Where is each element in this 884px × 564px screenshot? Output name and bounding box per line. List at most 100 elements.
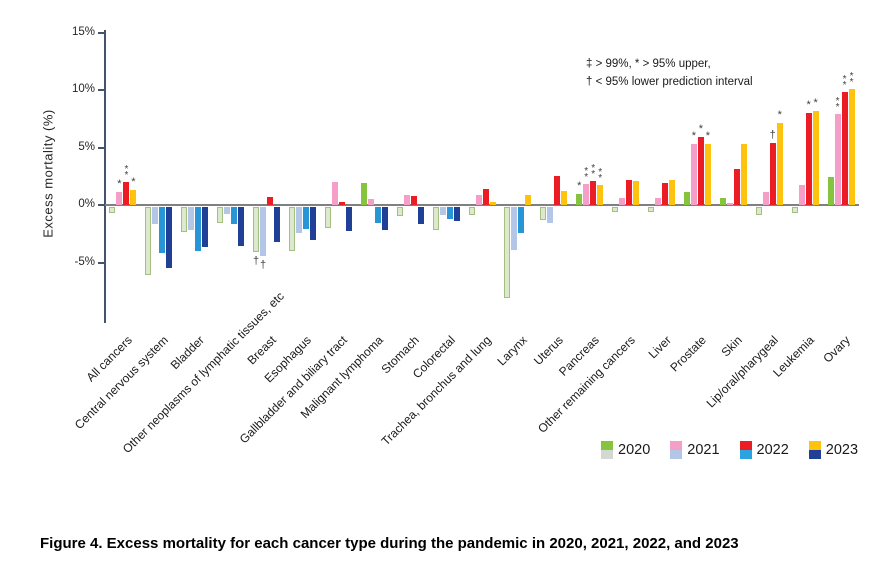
bar-2021-skin [726, 202, 733, 205]
bar-2020-trachea-bronchus-and-lung [468, 207, 475, 216]
significance-marker: * * [584, 166, 589, 184]
significance-marker: * [131, 176, 136, 189]
bar-2020-leukemia [791, 207, 798, 213]
significance-annotation-line2: † < 95% lower prediction interval [586, 75, 753, 88]
y-tick-mark [98, 261, 104, 264]
chart-legend: 2020 2021 2022 2023 [601, 441, 858, 459]
significance-marker: * * [835, 96, 840, 114]
bar-2023-lip-oral-pharygeal [776, 123, 783, 205]
bar-2021-uterus [547, 207, 554, 224]
bar-2023-central-nervous-system [166, 207, 173, 268]
significance-marker: * [705, 130, 711, 143]
legend-item-2020: 2020 [601, 441, 650, 459]
bar-2020-colorectal [432, 207, 439, 230]
bar-2021-lip-oral-pharygeal [762, 192, 769, 205]
significance-annotation: ‡ > 99%, * > 95% upper, † < 95% lower pr… [586, 56, 753, 92]
bar-2022-skin [733, 169, 740, 205]
bar-2023-esophagus [309, 207, 316, 241]
significance-marker: * [691, 130, 697, 143]
significance-marker: * [806, 99, 811, 111]
bar-2023-skin [740, 144, 747, 205]
significance-marker: * [577, 179, 582, 192]
bar-2022-malignant-lymphoma [374, 207, 381, 224]
legend-label: 2021 [687, 442, 720, 458]
bar-2023-other-remaining-cancers [633, 180, 640, 205]
bar-2022-other-remaining-cancers [626, 179, 633, 205]
legend-label: 2022 [756, 442, 789, 458]
bar-2021-trachea-bronchus-and-lung [475, 194, 482, 205]
bar-2020-stomach [396, 207, 403, 217]
bar-2021-larynx [511, 207, 518, 250]
bar-2022-trachea-bronchus-and-lung [482, 188, 489, 205]
bar-2022-uterus [554, 176, 561, 205]
bar-2020-other-remaining-cancers [612, 207, 619, 212]
bar-2021-bladder [188, 207, 195, 230]
bar-2022-breast [267, 196, 274, 205]
bar-2020-liver [648, 207, 655, 212]
bar-2020-prostate [683, 192, 690, 205]
legend-label: 2020 [618, 442, 651, 458]
bar-2020-uterus [540, 207, 547, 220]
bar-2021-central-nervous-system [152, 207, 159, 225]
bar-2023-malignant-lymphoma [381, 207, 388, 230]
bar-2022-larynx [518, 207, 525, 234]
significance-marker: * * [124, 164, 129, 181]
bar-2023-all-cancers [130, 190, 137, 205]
bar-2023-larynx [525, 194, 532, 205]
bar-2022-bladder [195, 207, 202, 251]
bar-2022-ovary [841, 92, 848, 205]
bar-2023-liver [669, 179, 676, 205]
bar-2022-leukemia [805, 113, 812, 205]
significance-marker: † [253, 254, 260, 267]
bar-2022-prostate [697, 137, 704, 205]
bar-2022-other-neoplasms-of-lymphatic-tissues-etc [231, 207, 238, 225]
legend-swatch [670, 441, 683, 459]
significance-marker: * * [842, 74, 847, 92]
bar-2021-stomach [403, 194, 410, 205]
bar-2022-pancreas [590, 180, 597, 205]
bar-2022-gallbladder-and-biliary-tract [338, 201, 345, 205]
significance-marker: † [769, 128, 776, 141]
legend-swatch [739, 441, 752, 459]
bar-2023-prostate [704, 144, 711, 205]
bar-2020-malignant-lymphoma [360, 183, 367, 205]
y-tick-label: 15% [71, 25, 95, 38]
figure-caption: Figure 4. Excess mortality for each canc… [40, 535, 739, 552]
y-tick-mark [98, 146, 104, 149]
legend-label: 2023 [825, 442, 859, 458]
bar-2020-pancreas [576, 193, 583, 205]
y-tick-mark [98, 204, 104, 206]
legend-swatch [601, 441, 613, 459]
bar-2023-pancreas [597, 185, 604, 205]
bar-2020-breast [253, 207, 260, 252]
bar-2020-lip-oral-pharygeal [755, 207, 762, 216]
y-tick-label: 5% [78, 140, 95, 153]
significance-marker: * * [849, 70, 854, 88]
bar-2023-trachea-bronchus-and-lung [489, 201, 496, 205]
bar-2022-all-cancers [123, 182, 130, 205]
bar-2021-malignant-lymphoma [367, 199, 374, 205]
significance-annotation-line1: ‡ > 99%, * > 95% upper, [586, 58, 711, 70]
bar-2022-central-nervous-system [159, 207, 166, 253]
bar-2020-all-cancers [109, 207, 116, 213]
bar-2022-lip-oral-pharygeal [769, 142, 776, 205]
bar-2021-other-neoplasms-of-lymphatic-tissues-etc [224, 207, 231, 214]
bar-2021-pancreas [583, 184, 590, 205]
significance-marker: * * [598, 167, 603, 185]
bar-2023-breast [274, 207, 281, 242]
bar-2020-ovary [827, 177, 834, 205]
y-tick-mark [98, 89, 104, 91]
bar-2023-bladder [202, 207, 209, 248]
bar-2021-leukemia [798, 185, 805, 205]
bar-2021-all-cancers [116, 192, 123, 205]
bar-2020-esophagus [288, 207, 295, 251]
bar-2023-other-neoplasms-of-lymphatic-tissues-etc [238, 207, 245, 247]
bar-2022-esophagus [302, 207, 309, 229]
bar-2020-bladder [181, 207, 188, 233]
bar-2021-esophagus [295, 207, 302, 234]
legend-item-2021: 2021 [670, 441, 720, 459]
significance-marker: * [777, 109, 782, 122]
bar-2021-liver [655, 198, 662, 205]
bar-2021-other-remaining-cancers [619, 198, 626, 205]
